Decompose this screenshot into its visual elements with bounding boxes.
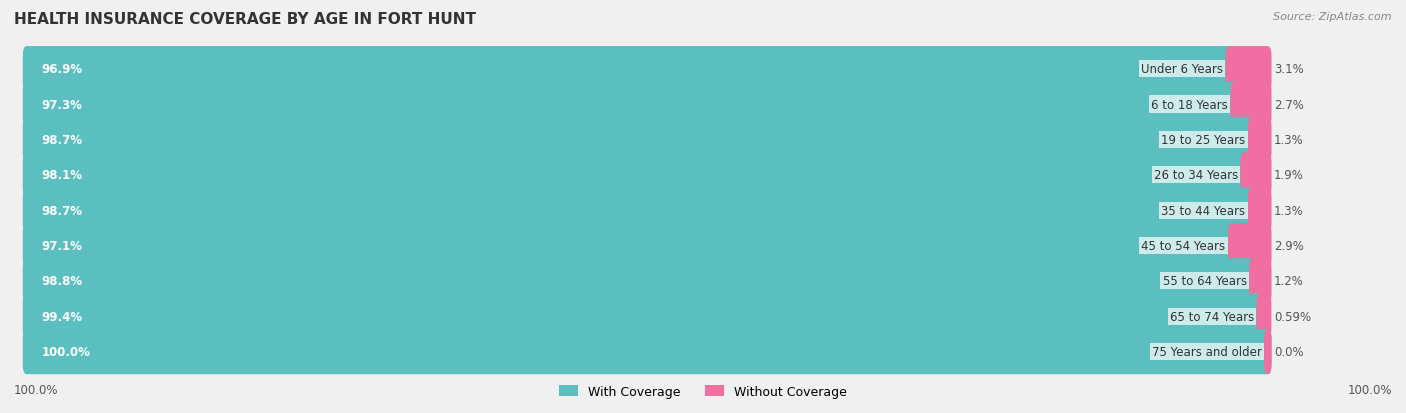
Text: 1.9%: 1.9% — [1274, 169, 1303, 182]
FancyBboxPatch shape — [22, 223, 1236, 268]
FancyBboxPatch shape — [27, 57, 1268, 83]
FancyBboxPatch shape — [1227, 223, 1271, 268]
Text: 100.0%: 100.0% — [14, 384, 59, 396]
FancyBboxPatch shape — [1257, 294, 1271, 339]
FancyBboxPatch shape — [27, 339, 1268, 365]
FancyBboxPatch shape — [1240, 153, 1271, 198]
FancyBboxPatch shape — [27, 233, 1268, 259]
Text: 98.7%: 98.7% — [41, 133, 83, 147]
FancyBboxPatch shape — [27, 92, 1268, 118]
Text: 1.3%: 1.3% — [1274, 133, 1303, 147]
Text: 100.0%: 100.0% — [41, 345, 90, 358]
Text: 97.1%: 97.1% — [41, 240, 82, 252]
FancyBboxPatch shape — [22, 329, 1271, 374]
FancyBboxPatch shape — [22, 153, 1249, 198]
Text: 26 to 34 Years: 26 to 34 Years — [1154, 169, 1239, 182]
Text: 0.59%: 0.59% — [1274, 310, 1310, 323]
Text: 1.3%: 1.3% — [1274, 204, 1303, 217]
Text: 97.3%: 97.3% — [41, 98, 82, 111]
Text: 98.8%: 98.8% — [41, 275, 83, 288]
FancyBboxPatch shape — [1226, 47, 1271, 92]
FancyBboxPatch shape — [1249, 118, 1271, 163]
Text: Under 6 Years: Under 6 Years — [1142, 63, 1223, 76]
Text: 1.2%: 1.2% — [1274, 275, 1303, 288]
Text: 65 to 74 Years: 65 to 74 Years — [1170, 310, 1254, 323]
Text: 19 to 25 Years: 19 to 25 Years — [1161, 133, 1246, 147]
FancyBboxPatch shape — [22, 118, 1256, 163]
FancyBboxPatch shape — [27, 162, 1268, 188]
Text: 35 to 44 Years: 35 to 44 Years — [1161, 204, 1246, 217]
Text: Source: ZipAtlas.com: Source: ZipAtlas.com — [1274, 12, 1392, 22]
FancyBboxPatch shape — [27, 304, 1268, 330]
Text: 6 to 18 Years: 6 to 18 Years — [1152, 98, 1227, 111]
Text: 75 Years and older: 75 Years and older — [1152, 345, 1261, 358]
FancyBboxPatch shape — [27, 197, 1268, 224]
FancyBboxPatch shape — [22, 259, 1257, 304]
FancyBboxPatch shape — [22, 47, 1233, 92]
Text: 100.0%: 100.0% — [1347, 384, 1392, 396]
FancyBboxPatch shape — [22, 188, 1256, 233]
Text: 3.1%: 3.1% — [1274, 63, 1303, 76]
FancyBboxPatch shape — [1230, 82, 1271, 127]
Text: 98.1%: 98.1% — [41, 169, 83, 182]
Legend: With Coverage, Without Coverage: With Coverage, Without Coverage — [554, 380, 852, 403]
Text: 2.9%: 2.9% — [1274, 240, 1303, 252]
FancyBboxPatch shape — [27, 127, 1268, 153]
FancyBboxPatch shape — [1264, 329, 1271, 374]
Text: 96.9%: 96.9% — [41, 63, 83, 76]
Text: 55 to 64 Years: 55 to 64 Years — [1163, 275, 1247, 288]
Text: 45 to 54 Years: 45 to 54 Years — [1142, 240, 1226, 252]
FancyBboxPatch shape — [22, 294, 1264, 339]
FancyBboxPatch shape — [22, 82, 1239, 127]
Text: 0.0%: 0.0% — [1274, 345, 1303, 358]
Text: 98.7%: 98.7% — [41, 204, 83, 217]
FancyBboxPatch shape — [1249, 188, 1271, 233]
Text: 99.4%: 99.4% — [41, 310, 83, 323]
FancyBboxPatch shape — [1249, 259, 1271, 304]
Text: HEALTH INSURANCE COVERAGE BY AGE IN FORT HUNT: HEALTH INSURANCE COVERAGE BY AGE IN FORT… — [14, 12, 477, 27]
Text: 2.7%: 2.7% — [1274, 98, 1303, 111]
FancyBboxPatch shape — [27, 268, 1268, 294]
